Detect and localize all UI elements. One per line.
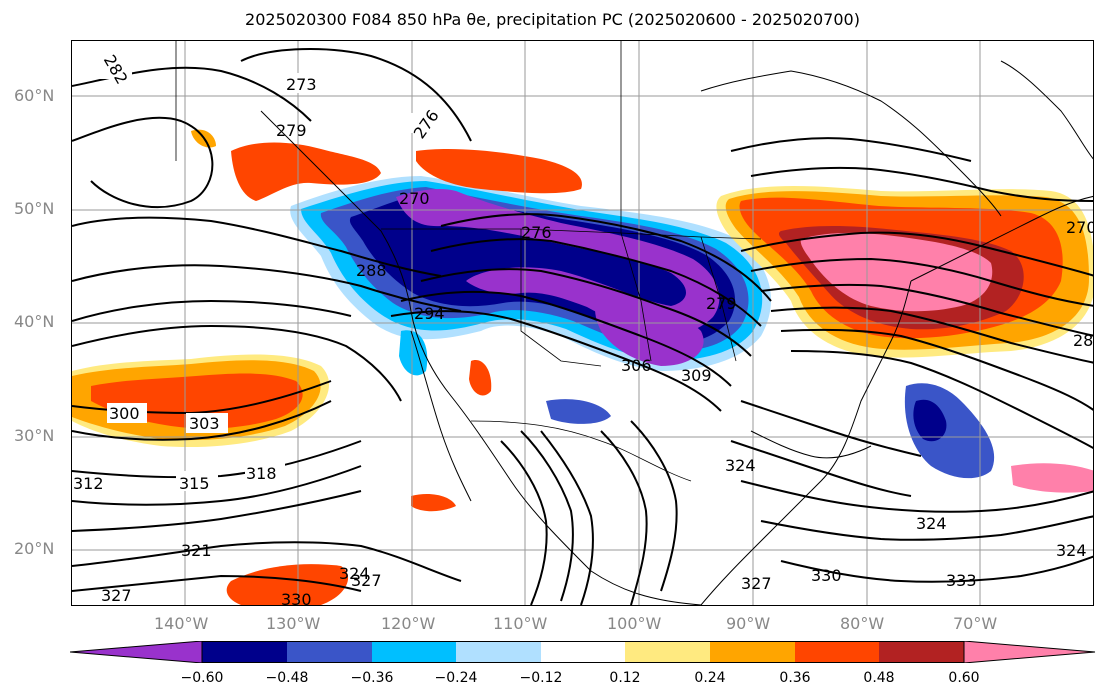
contour-label: 276 [410,106,443,142]
contour-label: 300 [109,404,140,423]
contour-label: 318 [246,464,277,483]
positive-sonora [469,360,492,396]
contour-label: 273 [286,75,317,94]
colorbar-tick: 0.60 [948,670,980,686]
lon-label-110w: 110°W [493,614,548,633]
map-canvas: 282 273 276 279 270 276 288 294 300 303 … [72,41,1094,606]
lon-label-130w: 130°W [266,614,321,633]
lat-label-40n: 40°N [14,312,55,331]
contour-label: 309 [681,366,712,385]
contour-label: 306 [621,356,652,375]
contour-label: 303 [189,414,220,433]
colorbar-tick: 0.48 [863,670,895,686]
precip-shading [72,129,1093,605]
colorbar-segment [202,641,287,663]
lat-label-60n: 60°N [14,86,55,105]
colorbar-extend-low [70,641,203,663]
contour-label: 321 [181,541,212,560]
negative-mexico [546,399,611,424]
colorbar-segment [287,641,372,663]
colorbar-tick: 0.12 [609,670,641,686]
contour-label: 315 [179,474,210,493]
lon-label-70w: 70°W [953,614,998,633]
contour-label: 333 [946,571,977,590]
contour-labels: 282 273 276 279 270 276 288 294 300 303 … [72,52,1094,606]
contour-label: 282 [1073,331,1094,350]
colorbar-segment [456,641,541,663]
positive-bc-coast [231,142,381,201]
contour-label: 294 [414,304,445,323]
positive-atlantic-pink [1011,463,1093,493]
colorbar-tick: 0.36 [779,670,811,686]
lon-label-80w: 80°W [840,614,885,633]
contour-label: 324 [339,564,370,583]
lat-label-20n: 20°N [14,539,55,558]
map-panel: 282 273 276 279 270 276 288 294 300 303 … [71,40,1094,606]
contour-label: 330 [281,590,312,606]
negative-baja [399,330,428,376]
colorbar-segment [795,641,879,663]
coastlines [260,60,1093,605]
colorbar-segment [710,641,795,663]
contour-label: 327 [741,574,772,593]
negative-gulf-core [913,399,947,442]
positive-field-pink [800,232,993,312]
map-title: 2025020300 F084 850 hPa θe, precipitatio… [245,10,860,29]
contour-label: 279 [706,294,737,313]
contour-label: 324 [916,514,947,533]
contour-label: 276 [521,223,552,242]
lon-label-140w: 140°W [154,614,209,633]
colorbar-segment [541,641,625,663]
colorbar-tick: −0.24 [434,670,478,686]
colorbar [70,641,1096,663]
contour-label: 279 [276,121,307,140]
colorbar-tick: −0.36 [350,670,394,686]
colorbar-segment [625,641,710,663]
contour-label: 270 [1066,218,1094,237]
positive-bc-north [416,148,582,194]
contour-label: 312 [73,474,104,493]
colorbar-tick: −0.60 [180,670,224,686]
contour-label: 270 [399,189,430,208]
colorbar-segment [372,641,456,663]
colorbar-tick: −0.48 [265,670,309,686]
colorbar-extend-high [963,641,1096,663]
lat-label-50n: 50°N [14,199,55,218]
contour-label: 330 [811,566,842,585]
positive-subtropical [226,564,349,605]
lon-label-120w: 120°W [381,614,436,633]
colorbar-tick: 0.24 [694,670,726,686]
lon-label-100w: 100°W [607,614,662,633]
positive-baja-south [411,494,456,512]
contour-label: 327 [101,586,132,605]
contour-label: 288 [356,261,387,280]
theta-e-contours [72,48,1093,605]
contour-label: 324 [1056,541,1087,560]
lat-label-30n: 30°N [14,426,55,445]
contour-label: 327 [351,571,382,590]
political-borders [175,41,762,482]
colorbar-tick: −0.12 [519,670,563,686]
contour-label: 324 [725,456,756,475]
negative-core-plains [595,291,704,366]
lon-label-90w: 90°W [726,614,771,633]
graticule [72,41,1093,605]
colorbar-segment [879,641,964,663]
